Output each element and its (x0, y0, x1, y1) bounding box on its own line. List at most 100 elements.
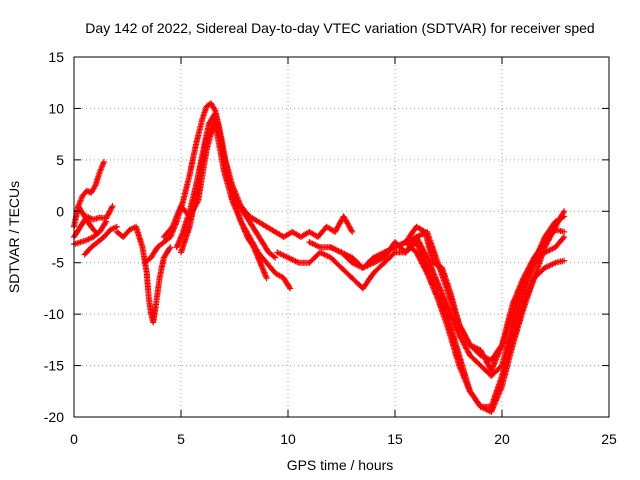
x-tick-label: 10 (280, 431, 296, 447)
data-point-trail (372, 255, 386, 265)
data-point-trail (102, 228, 113, 239)
data-point-trail (208, 101, 218, 112)
x-tick-label: 15 (387, 431, 403, 447)
data-point-trail (281, 276, 293, 291)
data-point-trail (489, 363, 504, 378)
data-point-trail (180, 173, 193, 203)
data-point-trail (230, 184, 244, 208)
data-point (561, 208, 568, 215)
y-tick-label: -5 (52, 255, 65, 271)
data-point-trail (205, 101, 213, 109)
data-point (561, 257, 568, 264)
y-tick-label: 5 (56, 152, 64, 168)
data-point-trail (372, 250, 386, 260)
data-point-trail (161, 245, 173, 260)
data-point-trail (161, 225, 175, 239)
data-point-trail (71, 225, 83, 239)
data-point-trail (174, 230, 186, 249)
data-point-trail (89, 225, 98, 234)
data-point-trail (253, 230, 265, 244)
data-point-trail (264, 261, 278, 275)
series-trace-15 (402, 223, 568, 364)
data-point-trail (109, 224, 119, 232)
data-point-trail (260, 240, 271, 255)
data-point-trail (186, 142, 199, 177)
data-point (92, 228, 99, 235)
series-trace-10 (160, 115, 356, 240)
data-point-trail (152, 276, 163, 311)
data-point-trail (439, 266, 454, 296)
grid-lines (74, 57, 609, 417)
data-point-trail (238, 220, 252, 239)
data-point-trail (510, 292, 526, 326)
data-point (113, 223, 120, 230)
data-point-trail (80, 189, 89, 198)
data-point-trail (371, 260, 387, 275)
data-point-trail (221, 168, 235, 203)
series-trace-6 (113, 223, 174, 326)
data-point-trail (155, 240, 166, 250)
data-point (561, 213, 568, 220)
data-point-trail (82, 214, 94, 229)
data-point-trail (89, 240, 100, 250)
data-point-trail (510, 307, 526, 347)
data-point-trail (143, 271, 152, 301)
data-point-trail (542, 219, 558, 239)
data-point-trail (488, 384, 505, 414)
data-point-trail (91, 229, 102, 239)
data-point-trail (467, 389, 483, 409)
data-point-trail (456, 333, 473, 357)
data-point-trail (422, 230, 437, 265)
data-point-trail (103, 204, 115, 221)
data-point-trail (403, 235, 419, 255)
data-point-trail (195, 148, 210, 203)
y-tick-label: -20 (44, 409, 64, 425)
data-point-trail (435, 281, 451, 311)
data-point-trail (414, 250, 430, 275)
data-point-trail (247, 235, 261, 254)
data-point (520, 280, 527, 287)
data-point-trail (499, 312, 516, 347)
y-tick-label: -10 (44, 306, 64, 322)
data-point-trail (431, 260, 444, 270)
data-point-trail (553, 235, 566, 249)
data-point (167, 244, 174, 251)
data-point (561, 228, 568, 235)
data-point-trail (499, 322, 516, 368)
data-point-trail (142, 255, 153, 265)
data-point-trail (97, 160, 107, 174)
data-point-trail (156, 256, 167, 280)
data-point-trail (212, 117, 227, 157)
data-point-trail (553, 214, 566, 224)
data-point-trail (121, 228, 132, 239)
data-point-trail (98, 214, 108, 222)
plot-frame (73, 56, 610, 418)
data-point (272, 254, 279, 261)
data-point (349, 228, 356, 235)
data-point-trail (468, 353, 483, 368)
chart-title: Day 142 of 2022, Sidereal Day-to-day VTE… (85, 20, 594, 36)
data-point-trail (85, 188, 93, 196)
data-point-trail (247, 219, 259, 234)
data-point (287, 285, 294, 292)
data-point-trail (128, 224, 138, 232)
data-point-trail (543, 260, 557, 271)
data-point-trail (265, 224, 277, 234)
data-point-trail (499, 343, 516, 388)
data-point-trail (520, 276, 537, 311)
data-point-trail (170, 204, 184, 229)
data-point-trail (256, 250, 269, 265)
data-point-trail (239, 204, 252, 219)
data-point (257, 259, 264, 266)
data-point-trail (424, 256, 441, 285)
data-point-trail (85, 234, 95, 243)
data-point-trail (267, 250, 277, 260)
data-point-trail (318, 250, 333, 260)
data-point-trail (79, 237, 89, 245)
data-point-trail (456, 364, 473, 393)
data-point-trail (341, 214, 355, 234)
data-layer (71, 100, 568, 415)
x-tick-label: 0 (70, 431, 78, 447)
data-point-trail (489, 343, 505, 363)
